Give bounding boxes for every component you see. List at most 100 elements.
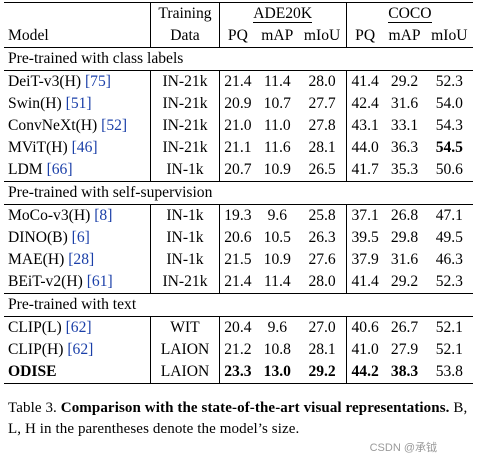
metric-value: 11.4: [256, 70, 299, 93]
header-ade20k-label: ADE20K: [253, 5, 313, 23]
metric-value: 43.1: [345, 115, 384, 137]
model-name: LDM [66]: [4, 159, 151, 182]
header-coco: COCO: [345, 2, 473, 25]
table-row: BEiT-v2(H) [61] IN-21k 21.4 11.4 28.0 41.4 29.…: [4, 271, 473, 294]
model-name: CLIP(H) [62]: [4, 339, 151, 361]
metric-value: 20.7: [218, 159, 257, 182]
caption-text: B, L, H in the parentheses denote the mo…: [8, 400, 468, 437]
training-data: WIT: [150, 316, 220, 339]
section-title: Pre-trained with self-supervision: [4, 181, 473, 205]
section-header-row: Pre-trained with class labels: [4, 47, 473, 71]
watermark: CSDN @承钺: [369, 442, 437, 454]
metric-value: 44.0: [345, 137, 384, 159]
metric-value: 42.4: [345, 93, 384, 115]
metric-value: 13.0: [256, 361, 299, 384]
header-training: Training: [150, 2, 220, 25]
header-metric: mIoU: [431, 27, 468, 44]
metric-value: 21.0: [218, 115, 257, 137]
section-header-row: Pre-trained with text: [4, 293, 473, 317]
metric-value: 21.4: [218, 271, 257, 294]
training-data: IN-1k: [150, 249, 220, 271]
citation-link: [52]: [101, 117, 128, 134]
metric-value: 10.8: [263, 341, 291, 358]
metric-value: 20.4: [218, 316, 257, 339]
metric-value: 20.9: [218, 93, 257, 115]
model-label: ConvNeXt(H): [8, 117, 98, 134]
citation-link: [61]: [86, 273, 113, 290]
metric-value: 39.5: [345, 227, 384, 249]
metric-value: 50.6: [435, 161, 463, 178]
metric-value: 54.3: [435, 117, 463, 134]
table-row: CLIP(L) [62] WIT 20.4 9.6 27.0 40.6 26.7 52.1: [4, 316, 473, 339]
metric-value: 27.6: [308, 251, 336, 268]
model-label: MViT(H): [8, 139, 68, 156]
metric-value: 29.2: [298, 361, 347, 384]
metric-value: 49.5: [435, 229, 463, 246]
metric-value: 52.3: [435, 273, 463, 290]
metric-value: 28.1: [308, 139, 336, 156]
metric-value: 27.9: [390, 341, 419, 358]
metric-value: 10.9: [263, 251, 291, 268]
metric-value: 27.8: [308, 117, 336, 134]
citation-link: [51]: [65, 95, 92, 112]
training-data: IN-21k: [150, 93, 220, 115]
citation-link: [66]: [46, 161, 73, 178]
table-row: ConvNeXt(H) [52] IN-21k 21.0 11.0 27.8 43.1 33…: [4, 115, 473, 137]
metric-value: 46.3: [435, 251, 463, 268]
metric-value: 26.3: [308, 229, 336, 246]
model-name: MAE(H) [28]: [4, 249, 151, 271]
caption-title: Comparison with the state-of-the-art vis…: [60, 400, 450, 416]
table-row: LDM [66] IN-1k 20.7 10.9 26.5 41.7 35.3 50.6: [4, 159, 473, 182]
metric-value: 21.4: [218, 70, 257, 93]
table-row: DINO(B) [6] IN-1k 20.6 10.5 26.3 39.5 29.8 49.5: [4, 227, 473, 249]
metric-value: 33.1: [390, 117, 419, 134]
section-title: Pre-trained with text: [4, 293, 473, 317]
model-name: BEiT-v2(H) [61]: [4, 271, 151, 294]
training-data: IN-1k: [150, 159, 220, 182]
metric-value: 10.7: [263, 95, 291, 112]
metric-value: 41.7: [345, 159, 384, 182]
metric-value: 23.3: [218, 361, 257, 384]
training-data: IN-21k: [150, 115, 220, 137]
header-blank: [4, 2, 151, 25]
metric-value: 29.2: [390, 273, 419, 290]
model-name: MViT(H) [46]: [4, 137, 151, 159]
metric-value: 36.3: [390, 139, 419, 156]
training-data: IN-21k: [150, 137, 220, 159]
metric-value: 26.5: [308, 161, 336, 178]
citation-link: [62]: [67, 341, 94, 358]
metric-value: 53.8: [425, 361, 473, 384]
training-data: IN-21k: [150, 70, 220, 93]
model-name: Swin(H) [51]: [4, 93, 151, 115]
header-model: Model: [8, 27, 49, 44]
metric-value: 29.2: [383, 70, 426, 93]
model-label: LDM: [8, 161, 43, 178]
model-label: DINO(B): [8, 229, 68, 246]
citation-link: [46]: [71, 139, 98, 156]
citation-link: [8]: [94, 207, 113, 224]
citation-link: [6]: [71, 229, 90, 246]
metric-value: 9.6: [256, 204, 299, 227]
metric-value: 27.7: [308, 95, 336, 112]
metric-value: 11.4: [263, 273, 291, 290]
model-label: BEiT-v2(H): [8, 273, 83, 290]
metric-value: 41.4: [345, 271, 384, 294]
citation-link: [62]: [65, 319, 92, 336]
metric-value: 54.0: [435, 95, 463, 112]
metric-value: 29.8: [390, 229, 419, 246]
training-data: LAION: [150, 361, 220, 384]
model-label: MAE(H): [8, 251, 65, 268]
header-metric: mAP: [388, 27, 421, 44]
metric-value: 44.2: [345, 361, 384, 384]
model-name: ConvNeXt(H) [52]: [4, 115, 151, 137]
model-name: DeiT-v3(H) [75]: [4, 70, 151, 93]
metric-value: 40.6: [345, 316, 384, 339]
model-label: MoCo-v3(H): [8, 207, 91, 224]
table-row: ODISE LAION 23.3 13.0 29.2 44.2 38.3 53.8: [4, 361, 473, 384]
model-name: DINO(B) [6]: [4, 227, 151, 249]
metric-value: 11.6: [263, 139, 291, 156]
table-row: MViT(H) [46] IN-21k 21.1 11.6 28.1 44.0 36.3 54…: [4, 137, 473, 159]
metric-value: 35.3: [390, 161, 419, 178]
metric-value: 27.0: [298, 316, 347, 339]
header-data: Data: [150, 25, 220, 48]
